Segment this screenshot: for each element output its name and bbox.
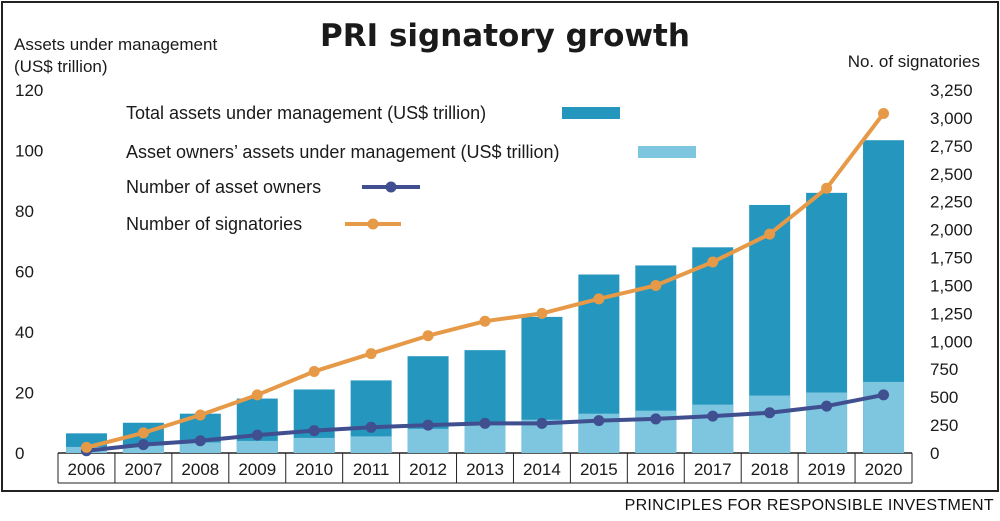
y-right-tick-label: 0 bbox=[930, 444, 939, 463]
point-signatories bbox=[479, 315, 491, 327]
y-axis-left-label-line1: Assets under management bbox=[14, 35, 217, 54]
x-tick-label: 2006 bbox=[68, 460, 106, 479]
y-right-tick-label: 500 bbox=[930, 388, 958, 407]
point-asset-owners bbox=[479, 417, 491, 429]
point-asset-owners bbox=[764, 407, 776, 419]
legend-owner-aum-swatch bbox=[638, 146, 696, 158]
point-signatories bbox=[251, 389, 263, 401]
y-right-tick-label: 3,000 bbox=[930, 109, 973, 128]
chart-frame bbox=[1, 1, 999, 492]
point-asset-owners bbox=[194, 435, 206, 447]
point-signatories bbox=[593, 293, 605, 305]
point-signatories bbox=[422, 330, 434, 342]
y-right-tick-label: 3,250 bbox=[930, 81, 973, 100]
point-asset-owners bbox=[308, 425, 320, 437]
point-signatories bbox=[650, 279, 662, 291]
point-signatories bbox=[194, 409, 206, 421]
point-asset-owners bbox=[365, 421, 377, 433]
y-left-tick-label: 80 bbox=[15, 202, 34, 221]
point-asset-owners bbox=[593, 415, 605, 427]
x-tick-label: 2013 bbox=[466, 460, 504, 479]
x-tick-label: 2010 bbox=[295, 460, 333, 479]
y-left-tick-label: 40 bbox=[15, 323, 34, 342]
legend: Total assets under management (US$ trill… bbox=[126, 103, 696, 234]
point-asset-owners bbox=[251, 429, 263, 441]
legend-asset-owners-marker bbox=[385, 181, 397, 193]
point-asset-owners bbox=[707, 410, 719, 422]
point-signatories bbox=[707, 256, 719, 268]
x-tick-label: 2018 bbox=[751, 460, 789, 479]
point-signatories bbox=[365, 348, 377, 360]
y-right-tick-label: 2,250 bbox=[930, 193, 973, 212]
x-tick-label: 2016 bbox=[637, 460, 675, 479]
source-credit: PRINCIPLES FOR RESPONSIBLE INVESTMENT bbox=[624, 497, 994, 514]
point-asset-owners bbox=[422, 419, 434, 431]
bar-owner-aum bbox=[407, 428, 449, 453]
y-left-tick-label: 120 bbox=[15, 81, 43, 100]
chart-title: PRI signatory growth bbox=[320, 18, 690, 54]
y-right-tick-label: 1,750 bbox=[930, 249, 973, 268]
legend-signatories-label: Number of signatories bbox=[126, 214, 302, 234]
point-signatories bbox=[536, 307, 548, 319]
legend-owner-aum-label: Asset owners’ assets under management (U… bbox=[126, 142, 560, 162]
point-asset-owners bbox=[650, 413, 662, 425]
point-asset-owners bbox=[878, 389, 890, 401]
y-axis-right-label: No. of signatories bbox=[848, 52, 980, 71]
bar-owner-aum bbox=[236, 440, 278, 453]
y-left-tick-label: 100 bbox=[15, 142, 43, 161]
lines-layer bbox=[80, 107, 890, 457]
x-tick-label: 2020 bbox=[865, 460, 903, 479]
x-tick-label: 2009 bbox=[238, 460, 276, 479]
point-signatories bbox=[764, 228, 776, 240]
legend-total-aum-label: Total assets under management (US$ trill… bbox=[126, 103, 486, 123]
legend-asset-owners-label: Number of asset owners bbox=[126, 177, 321, 197]
ticks-layer: 2006 2007 2008 2009 2010 2011 2012 2013 2014 2015… bbox=[15, 81, 973, 479]
point-signatories bbox=[80, 441, 92, 453]
y-right-tick-label: 250 bbox=[930, 416, 958, 435]
x-tick-label: 2011 bbox=[353, 460, 390, 479]
y-right-tick-label: 2,000 bbox=[930, 221, 973, 240]
point-asset-owners bbox=[137, 439, 149, 451]
x-tick-label: 2019 bbox=[808, 460, 846, 479]
legend-signatories-marker bbox=[367, 218, 379, 230]
point-asset-owners bbox=[821, 400, 833, 412]
bar-owner-aum bbox=[749, 395, 791, 453]
y-left-tick-label: 60 bbox=[15, 263, 34, 282]
x-tick-label: 2015 bbox=[580, 460, 618, 479]
y-right-tick-label: 1,000 bbox=[930, 332, 973, 351]
x-tick-label: 2017 bbox=[694, 460, 732, 479]
x-tick-label: 2014 bbox=[523, 460, 561, 479]
y-left-tick-label: 0 bbox=[15, 444, 24, 463]
point-asset-owners bbox=[536, 417, 548, 429]
bar-owner-aum bbox=[179, 442, 221, 453]
x-tick-label: 2007 bbox=[124, 460, 162, 479]
y-right-tick-label: 2,750 bbox=[930, 137, 973, 156]
point-signatories bbox=[821, 182, 833, 194]
y-axis-left-label-line2: (US$ trillion) bbox=[14, 57, 108, 76]
y-right-tick-label: 1,250 bbox=[930, 304, 973, 323]
point-signatories bbox=[308, 365, 320, 377]
point-signatories bbox=[878, 107, 890, 119]
x-tick-label: 2012 bbox=[409, 460, 447, 479]
y-right-tick-label: 1,500 bbox=[930, 276, 973, 295]
y-right-tick-label: 750 bbox=[930, 360, 958, 379]
y-left-tick-label: 20 bbox=[15, 384, 34, 403]
legend-total-aum-swatch bbox=[562, 107, 620, 119]
y-right-tick-label: 2,500 bbox=[930, 165, 973, 184]
point-signatories bbox=[137, 427, 149, 439]
x-tick-label: 2008 bbox=[181, 460, 219, 479]
bar-owner-aum bbox=[293, 437, 335, 453]
bar-owner-aum bbox=[350, 436, 392, 453]
